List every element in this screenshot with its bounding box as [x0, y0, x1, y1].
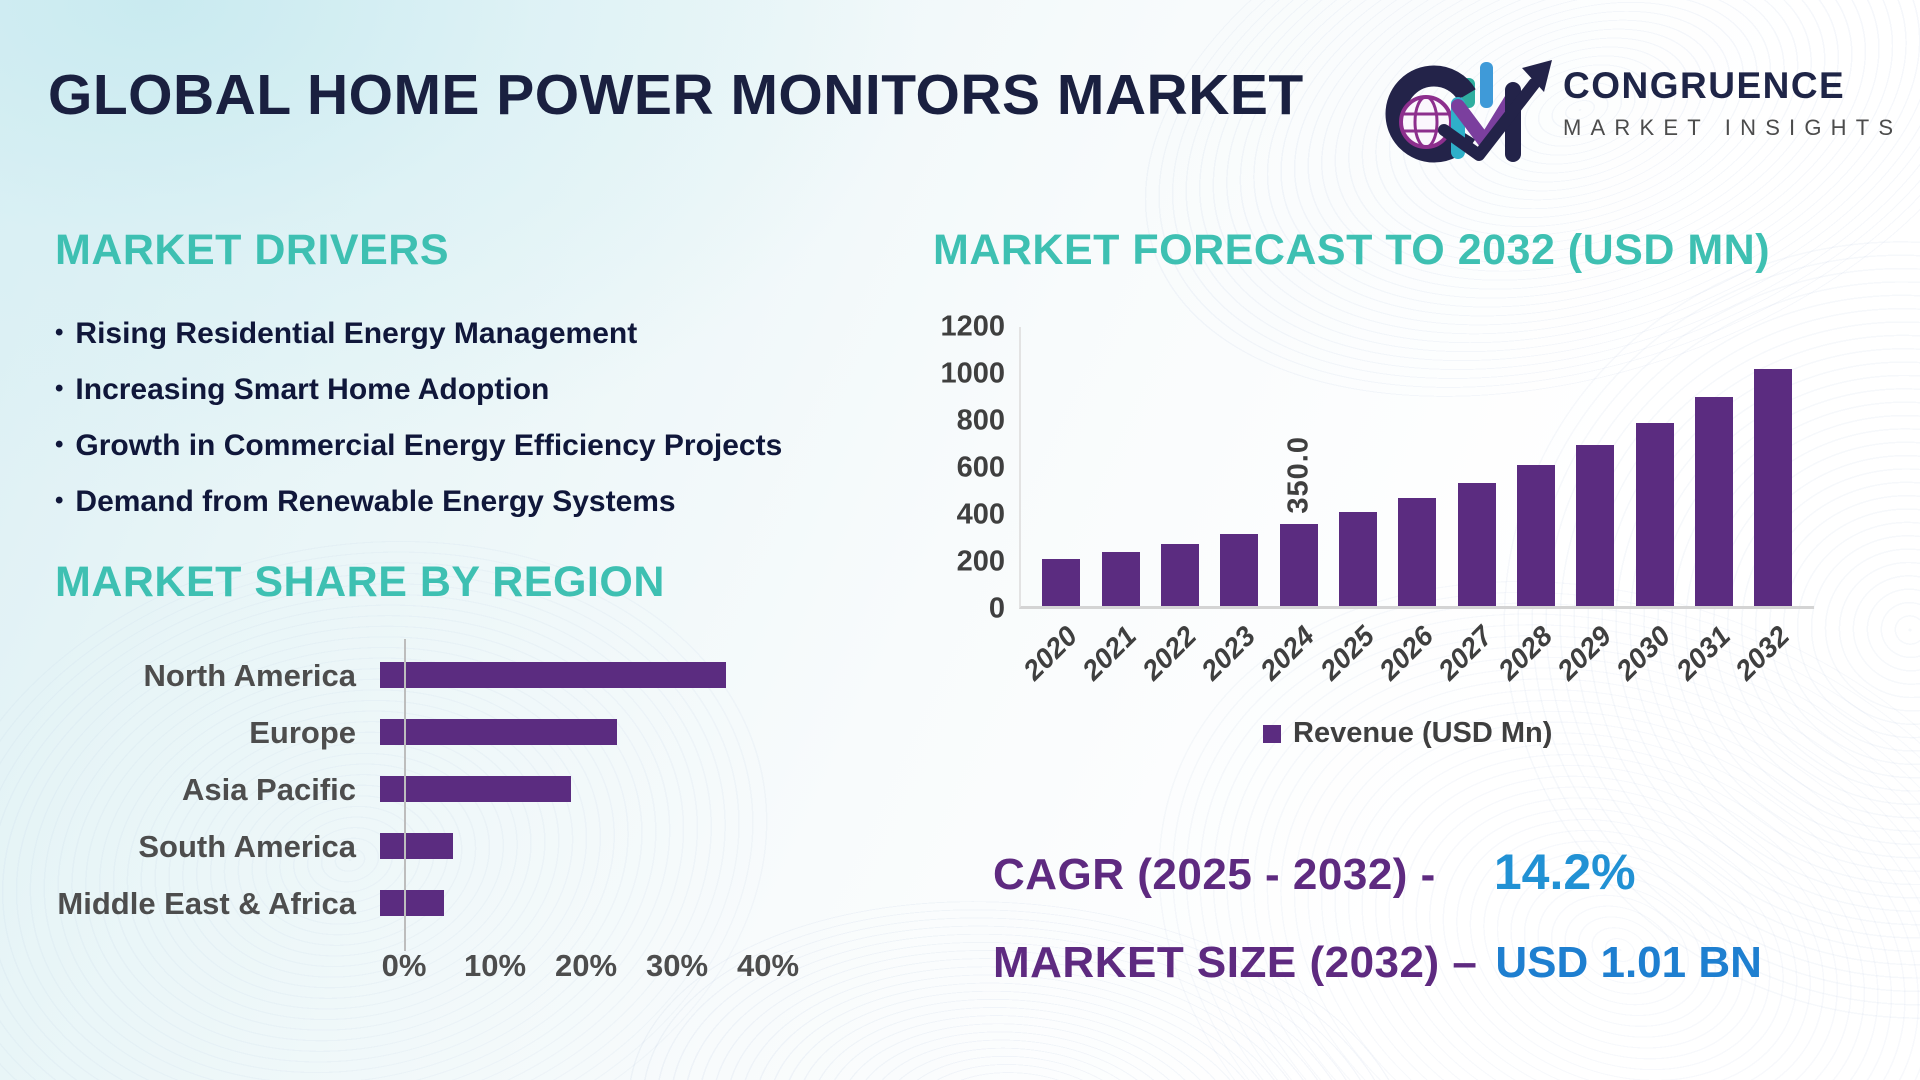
forecast-bar: 2024 350.0	[1255, 436, 1321, 686]
driver-item: Demand from Renewable Energy Systems	[55, 485, 782, 519]
driver-item: Growth in Commercial Energy Efficiency P…	[55, 429, 782, 463]
forecast-year-label: 2020	[1017, 620, 1084, 686]
region-bar-track	[380, 818, 820, 875]
market-size-label: MARKET SIZE (2032) –	[993, 938, 1478, 987]
forecast-year-label: 2024	[1254, 620, 1321, 686]
forecast-axis-tick: 1200	[940, 310, 1005, 343]
region-share-section: MARKET SHARE BY REGION North America Euro…	[55, 558, 895, 996]
forecast-bar: 2027	[1433, 483, 1499, 686]
region-x-axis-line	[404, 639, 406, 951]
region-row: Europe	[55, 704, 895, 761]
company-logo: CONGRUENCE MARKET INSIGHTS	[1382, 42, 1902, 164]
forecast-plot-area: 2020 2021 2022 2023 2024 350.0 2025 2026 2027 202…	[1017, 327, 1814, 686]
forecast-axis-tick: 200	[956, 545, 1005, 578]
forecast-year-label: 2027	[1432, 620, 1499, 686]
region-label: North America	[143, 657, 356, 693]
logo-icon	[1385, 60, 1552, 163]
forecast-data-label: 350.0	[1282, 436, 1315, 514]
forecast-bar: 2020	[1017, 559, 1083, 686]
legend-label: Revenue (USD Mn)	[1293, 717, 1553, 749]
region-bar	[380, 776, 571, 802]
region-label: Asia Pacific	[181, 771, 356, 807]
forecast-bar: 2023	[1195, 534, 1261, 686]
driver-item: Rising Residential Energy Management	[55, 317, 782, 351]
region-axis-tick: 0%	[381, 948, 427, 983]
region-axis-tick: 40%	[736, 948, 800, 983]
market-drivers-section: MARKET DRIVERS Rising Residential Energy…	[55, 226, 782, 541]
forecast-bar: 2030	[1611, 423, 1677, 686]
cagr-label: CAGR (2025 - 2032) -	[993, 850, 1436, 899]
cagr-summary: CAGR (2025 - 2032) - 14.2%	[993, 843, 1636, 901]
region-bar-track	[380, 761, 820, 818]
region-row: Middle East & Africa	[55, 875, 895, 932]
market-size-value: USD 1.01 BN	[1495, 938, 1762, 987]
logo-wordmark: CONGRUENCE MARKET INSIGHTS	[1563, 65, 1902, 141]
region-bar-track	[380, 647, 820, 704]
region-bar	[380, 719, 617, 745]
region-axis-tick: 30%	[645, 948, 709, 983]
forecast-chart-title: MARKET FORECAST TO 2032 (USD MN)	[933, 226, 1771, 274]
region-chart-title: MARKET SHARE BY REGION	[55, 558, 665, 606]
driver-item: Increasing Smart Home Adoption	[55, 373, 782, 407]
region-axis-tick: 10%	[463, 948, 527, 983]
forecast-axis-tick: 0	[988, 592, 1005, 625]
forecast-bar: 2022	[1136, 544, 1202, 686]
region-row: South America	[55, 818, 895, 875]
region-row: Asia Pacific	[55, 761, 895, 818]
forecast-bar: 2021	[1077, 552, 1143, 686]
logo-monogram	[1385, 60, 1552, 163]
forecast-section: MARKET FORECAST TO 2032 (USD MN) 0 200 400…	[933, 226, 1814, 750]
region-x-axis-ticks: 0% 10% 20% 30% 40%	[382, 948, 895, 996]
forecast-bar: 2031	[1670, 397, 1736, 686]
forecast-axis-tick: 400	[956, 498, 1005, 531]
page-title: GLOBAL HOME POWER MONITORS MARKET	[48, 63, 1304, 127]
region-label: Middle East & Africa	[57, 885, 356, 921]
forecast-year-label: 2029	[1551, 620, 1618, 686]
region-bar	[380, 890, 444, 916]
forecast-year-label: 2031	[1670, 620, 1737, 686]
forecast-bar: 2026	[1373, 498, 1439, 686]
forecast-bar: 2025	[1314, 512, 1380, 686]
region-row: North America	[55, 647, 895, 704]
forecast-year-label: 2022	[1135, 620, 1202, 686]
forecast-year-label: 2025	[1314, 620, 1380, 686]
forecast-bar: 2032	[1729, 369, 1795, 686]
region-bar	[380, 833, 453, 859]
forecast-year-label: 2026	[1373, 620, 1440, 686]
forecast-axis-tick: 1000	[940, 357, 1005, 390]
forecast-axis-tick: 600	[956, 451, 1005, 484]
market-drivers-heading: MARKET DRIVERS	[55, 226, 450, 274]
region-share-chart: North America Europe Asia Pacific South Ame…	[55, 639, 895, 996]
legend-swatch-icon	[1263, 724, 1281, 743]
forecast-year-label: 2032	[1729, 620, 1796, 686]
logo-tagline: MARKET INSIGHTS	[1563, 115, 1903, 140]
forecast-year-label: 2030	[1610, 620, 1677, 686]
forecast-year-label: 2021	[1076, 620, 1143, 686]
forecast-y-axis: 0 200 400 600 800 1000 1200	[933, 311, 1019, 625]
forecast-bar: 2029	[1551, 445, 1617, 686]
region-label: South America	[138, 828, 356, 864]
region-bar-track	[380, 875, 820, 932]
forecast-chart: 0 200 400 600 800 1000 1200 2020 2021 2022 2023 20…	[933, 311, 1814, 686]
region-label: Europe	[249, 714, 356, 750]
forecast-year-label: 2023	[1195, 620, 1262, 686]
market-size-summary: MARKET SIZE (2032) – USD 1.01 BN	[993, 938, 1762, 988]
market-drivers-list: Rising Residential Energy Management Inc…	[55, 317, 782, 519]
region-bar-track	[380, 704, 820, 761]
forecast-legend: Revenue (USD Mn)	[1263, 717, 1814, 750]
logo-brand-name: CONGRUENCE	[1563, 65, 1846, 106]
forecast-axis-tick: 800	[956, 404, 1005, 437]
region-axis-tick: 20%	[554, 948, 618, 983]
cagr-value: 14.2%	[1493, 844, 1636, 900]
forecast-year-label: 2028	[1492, 620, 1559, 686]
region-bar	[380, 662, 726, 688]
forecast-bar: 2028	[1492, 465, 1558, 686]
